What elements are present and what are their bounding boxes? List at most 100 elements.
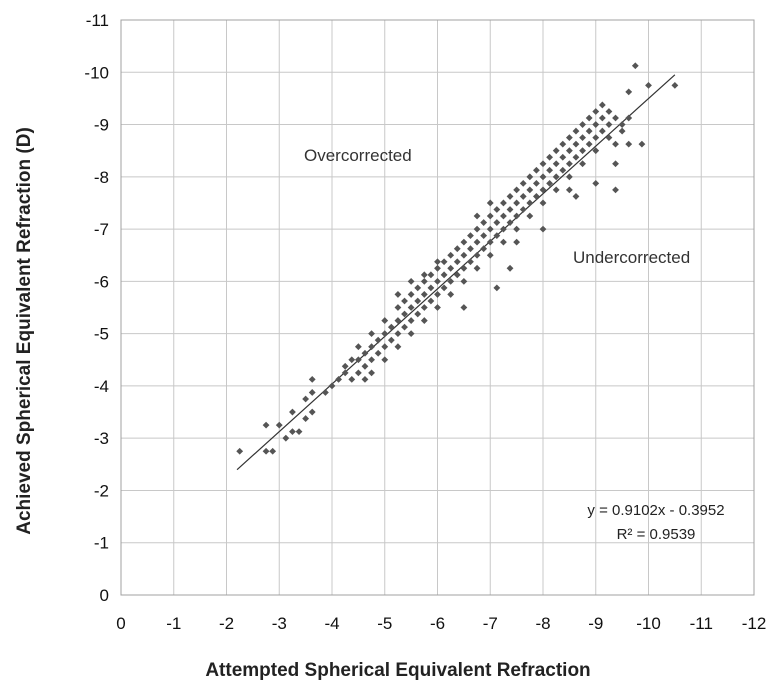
y-tick-label: -4 <box>94 377 109 396</box>
data-point <box>374 349 382 357</box>
x-tick-label: -3 <box>272 614 287 633</box>
data-point <box>467 232 474 240</box>
data-point <box>552 147 560 155</box>
data-point <box>486 212 494 220</box>
data-point <box>486 251 494 259</box>
x-tick-label: -12 <box>742 614 767 633</box>
data-point <box>592 108 600 115</box>
data-point <box>308 389 316 396</box>
data-point <box>526 173 534 181</box>
y-tick-label: -8 <box>94 168 109 187</box>
data-point <box>387 336 395 344</box>
x-tick-label: -11 <box>690 614 713 633</box>
data-point <box>427 297 435 305</box>
data-point <box>500 238 507 246</box>
data-point <box>374 336 382 344</box>
plot-area-border <box>120 19 755 596</box>
data-point <box>598 114 606 122</box>
y-tick-label: -1 <box>94 534 109 553</box>
data-point <box>282 434 290 442</box>
data-point <box>612 114 619 122</box>
y-tick-label: -5 <box>94 325 109 344</box>
data-point <box>552 173 560 181</box>
data-point <box>434 277 441 285</box>
data-point <box>295 428 303 436</box>
y-tick-label: -9 <box>94 116 109 135</box>
data-point <box>500 225 507 233</box>
data-point <box>381 356 389 364</box>
data-point <box>401 297 408 305</box>
data-point <box>565 134 573 142</box>
data-point <box>361 375 369 383</box>
x-tick-label: -8 <box>535 614 550 633</box>
data-point <box>414 310 422 318</box>
data-point <box>440 258 448 266</box>
data-point <box>572 127 580 135</box>
data-point <box>559 166 567 174</box>
data-point <box>612 186 619 194</box>
data-point <box>533 179 540 187</box>
data-point <box>236 447 244 455</box>
data-point <box>275 421 283 429</box>
data-point <box>361 349 369 357</box>
data-point <box>618 121 626 128</box>
data-point <box>460 238 468 246</box>
x-tick-label: -6 <box>430 614 445 633</box>
data-point <box>546 166 553 174</box>
data-point <box>302 415 310 422</box>
data-point <box>407 317 415 324</box>
data-point <box>539 186 547 194</box>
data-point <box>407 277 415 285</box>
data-point <box>328 382 336 390</box>
y-tick-label: 0 <box>100 586 109 605</box>
data-point <box>473 212 481 220</box>
x-tick-label: -7 <box>483 614 498 633</box>
data-point <box>341 369 349 377</box>
y-axis-title: Achieved Spherical Equivalent Refraction… <box>14 127 35 535</box>
overcorrected-label: Overcorrected <box>304 146 412 165</box>
data-point <box>289 428 296 436</box>
data-point <box>480 219 488 226</box>
data-point <box>453 245 461 253</box>
data-point <box>592 121 600 128</box>
data-point <box>605 134 613 142</box>
data-point <box>506 193 514 200</box>
data-point <box>618 127 626 135</box>
data-point <box>506 206 514 213</box>
data-point <box>526 212 534 220</box>
data-point <box>473 251 481 259</box>
data-point <box>612 140 619 148</box>
data-point <box>546 179 553 187</box>
data-point <box>394 330 402 338</box>
data-point <box>348 356 356 364</box>
data-point <box>579 160 586 168</box>
data-point <box>585 127 593 135</box>
data-point <box>394 291 402 298</box>
data-point <box>414 297 422 305</box>
data-point <box>592 134 600 142</box>
data-point <box>612 160 619 168</box>
data-point <box>552 160 560 168</box>
y-tick-label: -6 <box>94 272 109 291</box>
data-point <box>513 238 521 246</box>
data-point <box>559 153 567 161</box>
x-tick-label: -5 <box>377 614 392 633</box>
data-point <box>460 304 468 311</box>
data-point <box>420 277 428 285</box>
data-point <box>565 173 573 181</box>
trendline-equation: y = 0.9102x - 0.3952 <box>587 502 724 519</box>
data-point <box>625 88 633 96</box>
data-point <box>500 199 507 207</box>
data-point <box>493 206 501 213</box>
data-point <box>539 225 547 233</box>
data-point <box>467 258 474 266</box>
data-point <box>420 291 428 298</box>
data-point <box>513 186 521 194</box>
data-point <box>486 225 494 233</box>
data-point <box>308 408 316 416</box>
trendline <box>236 74 676 471</box>
data-point <box>368 369 375 377</box>
data-point <box>440 284 448 292</box>
data-point <box>572 153 580 161</box>
data-point <box>427 271 435 279</box>
